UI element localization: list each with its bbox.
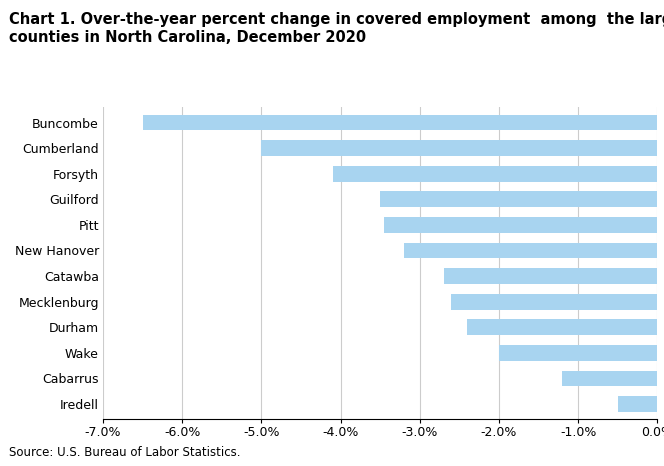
Bar [333,166,657,182]
Text: Source: U.S. Bureau of Labor Statistics.: Source: U.S. Bureau of Labor Statistics. [9,446,240,459]
Bar [384,217,657,233]
Text: Chart 1. Over-the-year percent change in covered employment  among  the largest
: Chart 1. Over-the-year percent change in… [9,12,664,45]
Bar [404,243,657,259]
Bar [467,319,657,335]
Bar [262,140,657,156]
Bar [618,396,657,412]
Bar [499,345,657,361]
Bar [444,268,657,284]
Bar [452,294,657,309]
Bar [380,192,657,207]
Bar [143,115,657,130]
Bar [562,370,657,386]
